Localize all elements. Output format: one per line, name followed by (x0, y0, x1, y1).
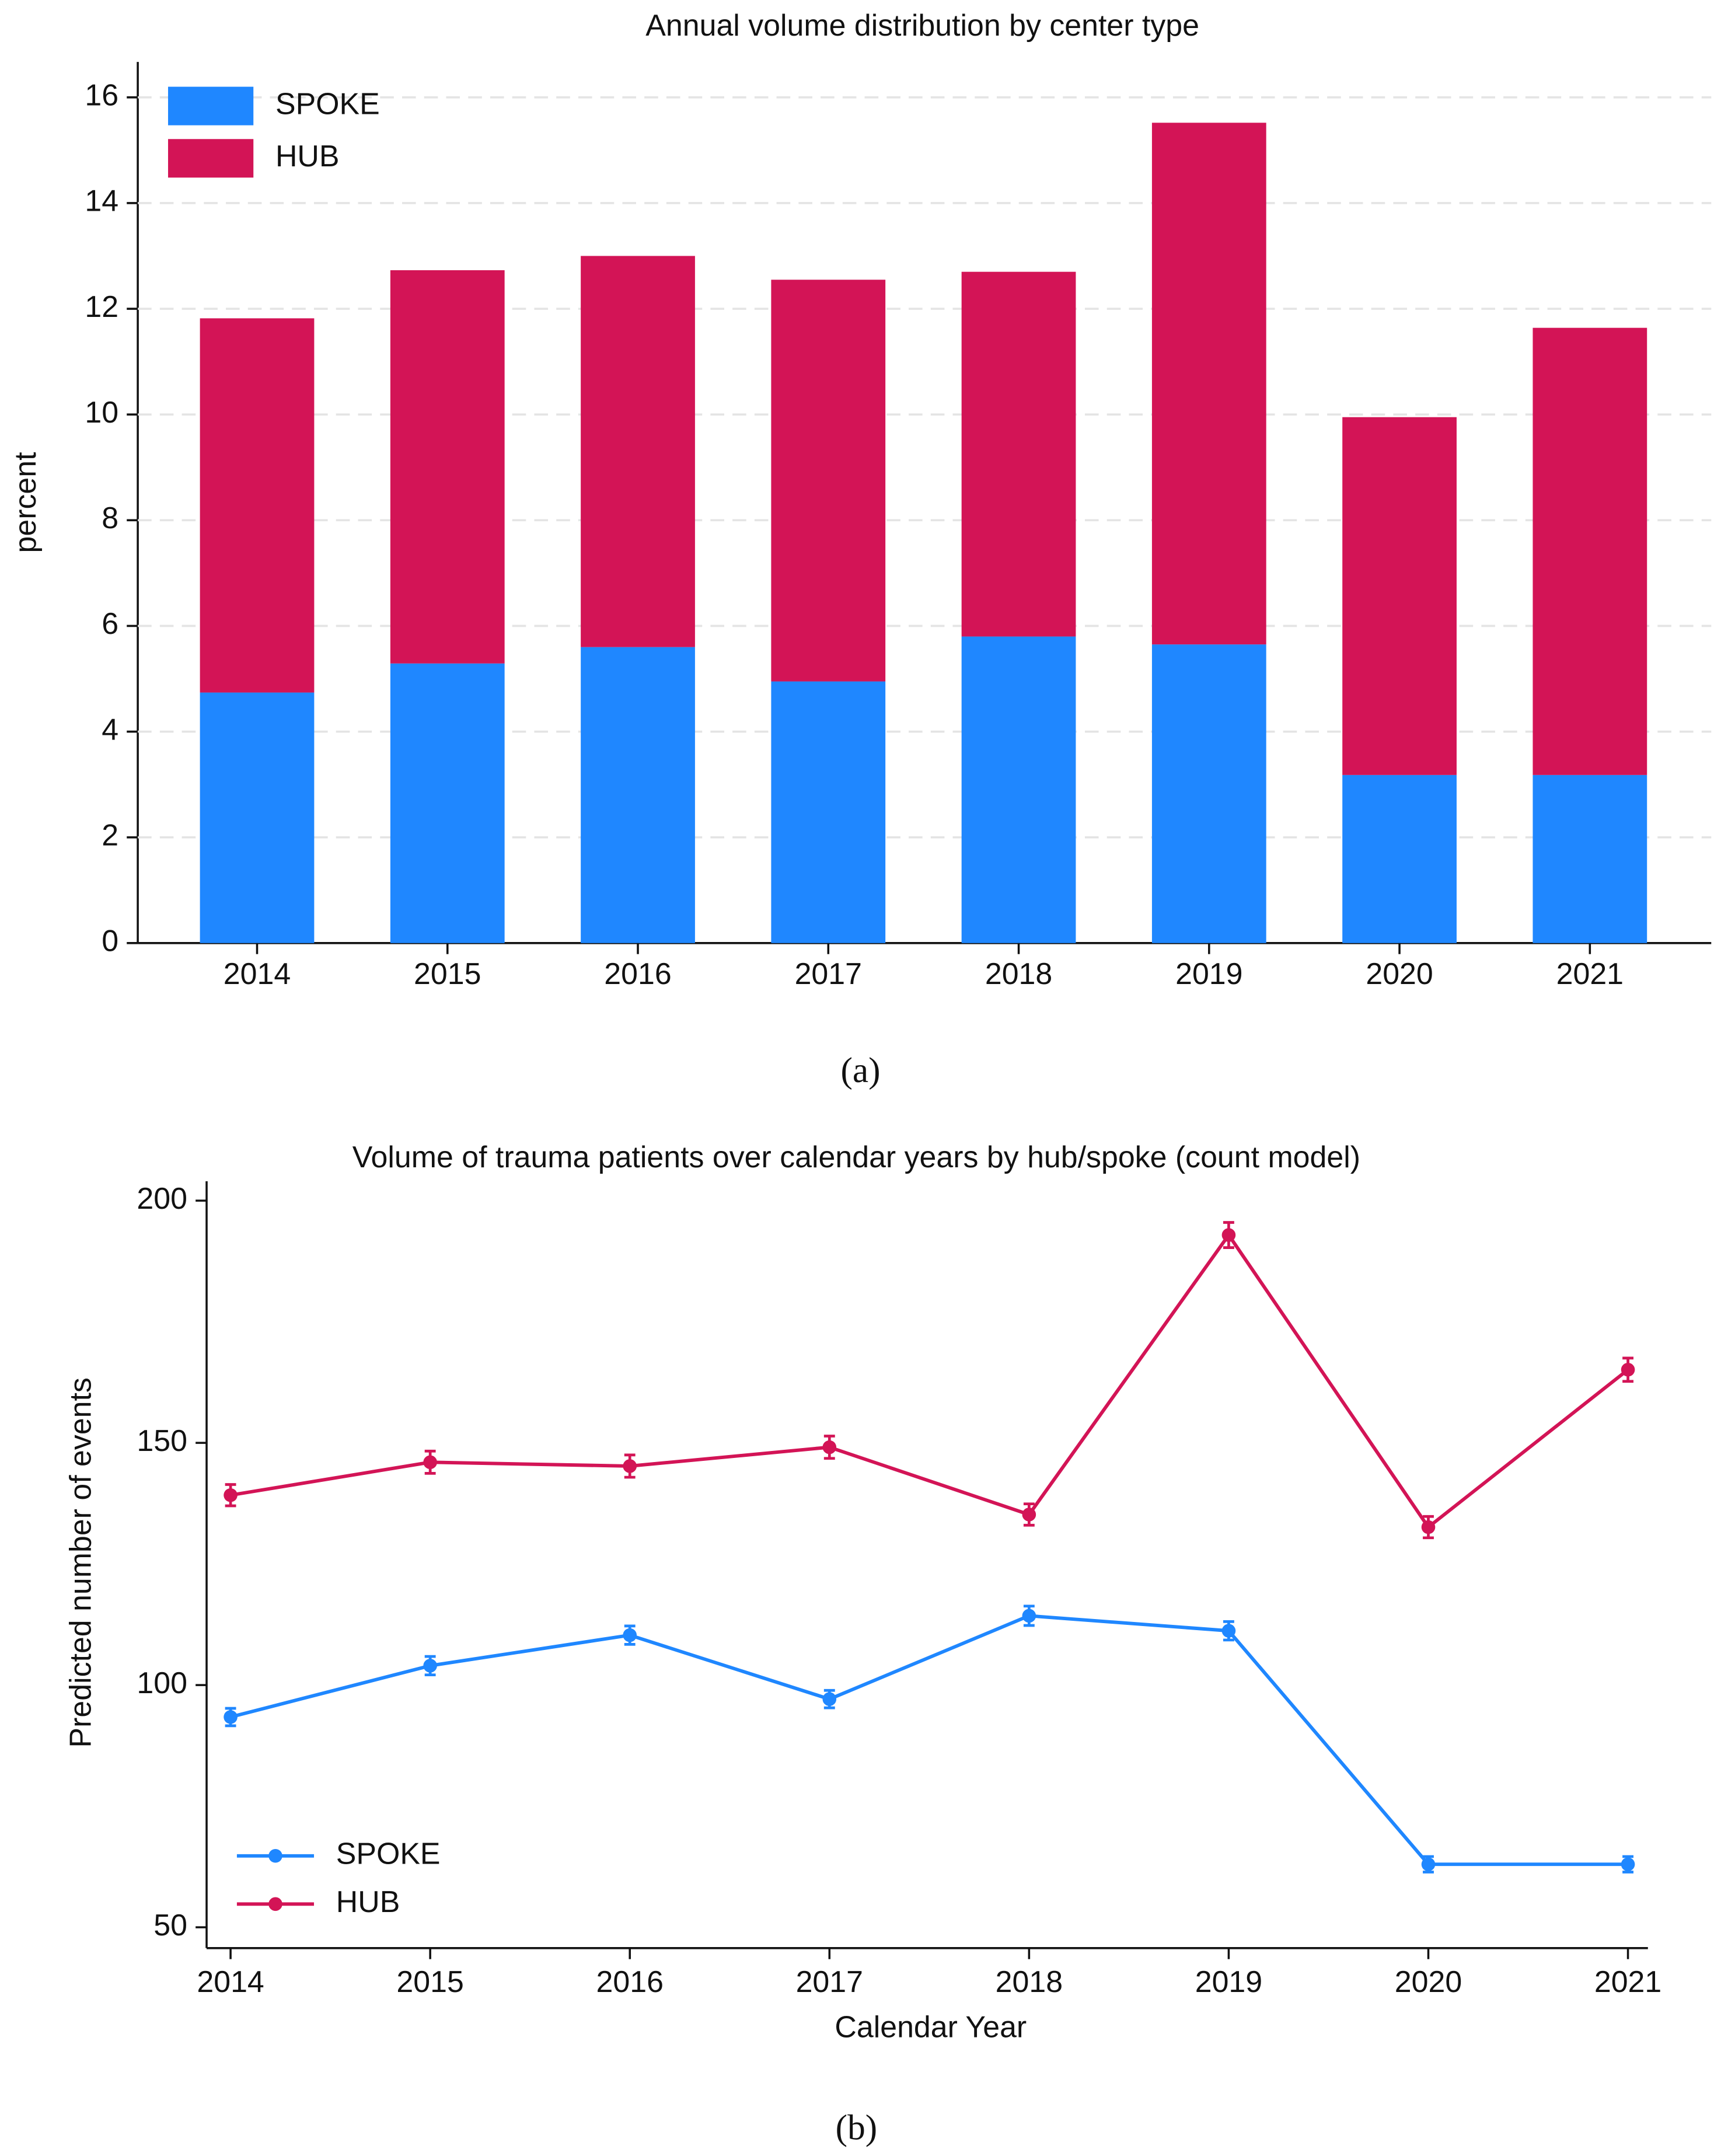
bar-segment (771, 280, 886, 682)
y-tick-label: 10 (85, 395, 118, 429)
y-tick-label: 12 (85, 289, 118, 323)
y-tick-label: 150 (137, 1424, 187, 1457)
point (822, 1692, 837, 1706)
y-tick-label: 8 (102, 501, 118, 535)
bar-segment (771, 681, 886, 943)
point (1221, 1228, 1236, 1242)
y-tick-label: 100 (137, 1666, 187, 1700)
y-tick-label: 200 (137, 1181, 187, 1215)
point (1421, 1520, 1436, 1534)
x-tick-label: 2020 (1366, 957, 1433, 990)
legend-label: SPOKE (275, 86, 380, 120)
x-tick-label: 2021 (1556, 957, 1624, 990)
y-tick-label: 2 (102, 818, 118, 852)
caption: (b) (836, 2108, 878, 2148)
legend-label: HUB (336, 1885, 400, 1918)
caption: (a) (840, 1051, 880, 1090)
x-tick-label: 2016 (604, 957, 671, 990)
bar-segment (200, 318, 315, 693)
x-tick-label: 2018 (985, 957, 1052, 990)
point (1221, 1624, 1236, 1638)
point (1022, 1508, 1036, 1522)
point (423, 1455, 437, 1470)
x-tick-label: 2020 (1395, 1965, 1462, 1998)
x-tick-label: 2016 (596, 1965, 664, 1998)
legend-marker (268, 1897, 282, 1911)
bar-segment (961, 271, 1076, 637)
bar-segment (1342, 775, 1457, 943)
y-axis-label: percent (8, 452, 42, 553)
bar-segment (1533, 327, 1647, 775)
x-tick-label: 2018 (996, 1965, 1063, 1998)
series-line (230, 1231, 1629, 1530)
x-axis-label: Calendar Year (835, 2010, 1027, 2044)
point (1621, 1362, 1635, 1377)
bar-segment (961, 636, 1076, 943)
legend-label: HUB (275, 139, 340, 173)
bar-segment (1151, 644, 1266, 943)
bar-segment (1151, 123, 1266, 645)
chart-title: Volume of trauma patients over calendar … (352, 1140, 1360, 1174)
y-tick-label: 50 (153, 1908, 187, 1942)
point (1621, 1857, 1635, 1872)
legend-marker (268, 1848, 282, 1863)
bar-segment (390, 663, 505, 943)
x-tick-label: 2019 (1175, 957, 1242, 990)
y-tick-label: 14 (85, 184, 118, 218)
point (1421, 1857, 1436, 1872)
point (224, 1710, 238, 1724)
y-axis-label: Predicted number of events (63, 1377, 97, 1747)
bar-segment (1342, 417, 1457, 775)
point (623, 1459, 637, 1473)
bar-segment (1533, 775, 1647, 943)
x-tick-label: 2017 (796, 1965, 863, 1998)
legend-label: SPOKE (336, 1836, 441, 1870)
legend-swatch (167, 139, 254, 178)
x-tick-label: 2019 (1195, 1965, 1262, 1998)
x-tick-label: 2015 (396, 1965, 463, 1998)
point (423, 1659, 437, 1673)
bar-segment (390, 270, 505, 664)
point (623, 1628, 637, 1642)
x-tick-label: 2021 (1594, 1965, 1661, 1998)
x-tick-label: 2015 (414, 957, 481, 990)
bar-segment (581, 647, 695, 943)
chart-title: Annual volume distribution by center typ… (645, 8, 1199, 42)
series-line (230, 1614, 1628, 1867)
y-tick-label: 16 (85, 78, 118, 112)
point (224, 1488, 238, 1502)
x-tick-label: 2017 (795, 957, 862, 990)
bar-segment (581, 256, 695, 647)
bar-segment (200, 692, 315, 943)
x-tick-label: 2014 (224, 957, 291, 990)
point (822, 1440, 837, 1454)
y-tick-label: 6 (102, 606, 118, 640)
x-tick-label: 2014 (197, 1965, 264, 1998)
y-tick-label: 0 (102, 924, 118, 958)
point (1022, 1609, 1036, 1623)
y-tick-label: 4 (102, 712, 118, 746)
legend-swatch (167, 86, 254, 125)
